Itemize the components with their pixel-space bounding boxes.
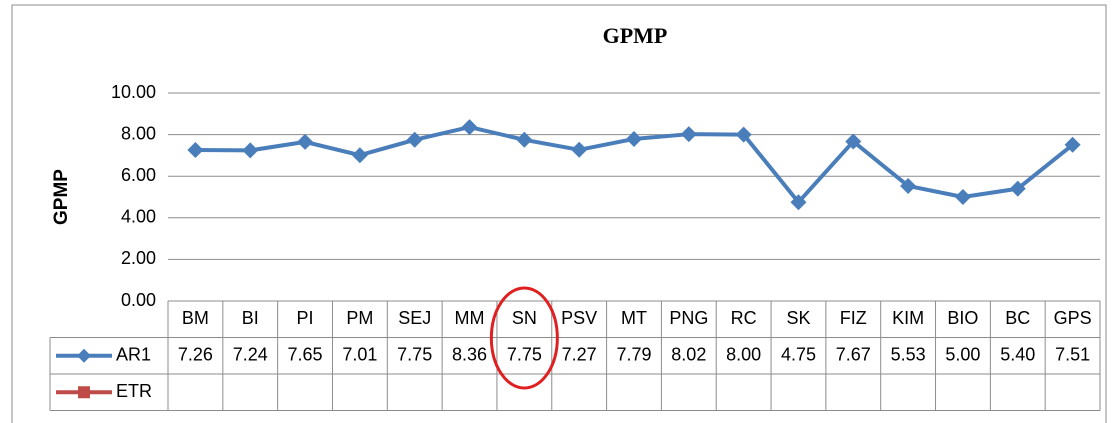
table-value: 7.27 [562, 345, 597, 365]
x-tick-label: FIZ [840, 308, 867, 328]
table-value: 7.75 [397, 345, 432, 365]
table-value: 7.65 [288, 345, 323, 365]
y-tick-label: 6.00 [121, 165, 156, 185]
x-tick-label: SEJ [398, 308, 431, 328]
table-value: 7.01 [342, 345, 377, 365]
point-marker [626, 130, 642, 147]
x-tick-label: SK [786, 308, 810, 328]
table-value: 7.67 [836, 345, 871, 365]
point-marker [1009, 180, 1026, 197]
y-axis-label: GPMP [51, 169, 72, 225]
point-marker [461, 119, 478, 136]
table-value: 8.36 [452, 345, 487, 365]
point-marker [516, 131, 533, 148]
chart-title: GPMP [603, 23, 668, 48]
point-marker [571, 141, 588, 158]
point-marker [790, 194, 807, 211]
x-tick-label: RC [731, 308, 757, 328]
point-marker [406, 131, 423, 148]
x-tick-label: MT [621, 308, 647, 328]
legend-marker [78, 386, 90, 399]
x-tick-label: BIO [947, 308, 978, 328]
legend-label: AR1 [116, 345, 151, 365]
table-value: 4.75 [781, 345, 816, 365]
point-marker [900, 177, 917, 194]
x-tick-label: BI [242, 308, 259, 328]
point-marker [187, 141, 204, 158]
highlight-circle [489, 286, 559, 390]
table-value: 7.75 [507, 345, 542, 365]
x-tick-label: PM [346, 308, 373, 328]
table-value: 7.51 [1055, 345, 1090, 365]
point-marker [680, 126, 697, 143]
y-tick-label: 0.00 [121, 290, 156, 310]
table-value: 5.00 [945, 345, 980, 365]
legend-label: ETR [116, 381, 152, 401]
x-tick-label: GPS [1054, 308, 1092, 328]
table-value: 8.02 [671, 345, 706, 365]
x-tick-label: KIM [892, 308, 924, 328]
x-tick-label: MM [455, 308, 485, 328]
y-tick-label: 10.00 [111, 82, 156, 102]
point-marker [351, 147, 368, 164]
x-tick-label: PNG [669, 308, 708, 328]
x-tick-label: PI [297, 308, 314, 328]
point-marker [845, 133, 862, 150]
point-marker [242, 142, 259, 159]
table-value: 8.00 [726, 345, 761, 365]
table-value: 5.53 [891, 345, 926, 365]
x-tick-label: PSV [561, 308, 597, 328]
y-tick-label: 4.00 [121, 207, 156, 227]
point-marker [297, 133, 314, 150]
point-marker [1064, 136, 1081, 153]
legend-marker [77, 348, 91, 363]
table-value: 7.79 [616, 345, 651, 365]
x-tick-label: BM [182, 308, 209, 328]
table-value: 5.40 [1000, 345, 1035, 365]
y-tick-label: 2.00 [121, 248, 156, 268]
table-value: 7.26 [178, 345, 213, 365]
y-tick-label: 8.00 [121, 123, 156, 143]
table-value: 7.24 [233, 345, 268, 365]
point-marker [735, 126, 752, 143]
point-marker [954, 189, 971, 205]
x-tick-label: SN [512, 308, 537, 328]
chart-border [11, 4, 1107, 423]
x-tick-label: BC [1005, 308, 1030, 328]
